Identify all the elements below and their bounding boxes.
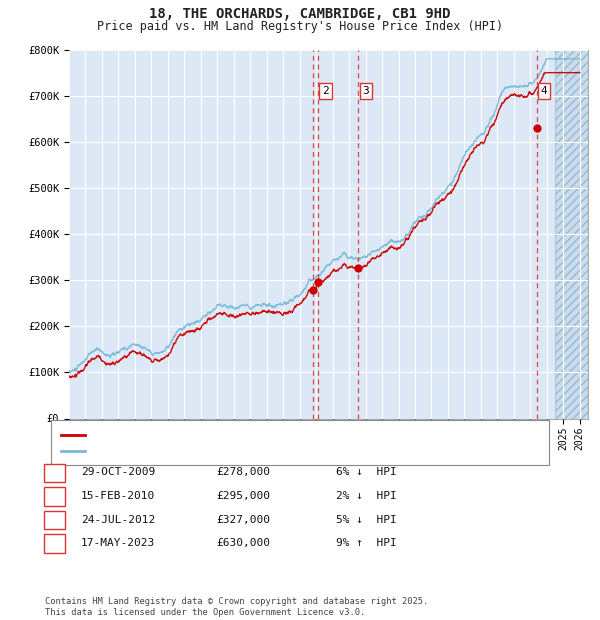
- Text: 24-JUL-2012: 24-JUL-2012: [81, 515, 155, 525]
- Text: Price paid vs. HM Land Registry's House Price Index (HPI): Price paid vs. HM Land Registry's House …: [97, 20, 503, 33]
- Text: 3: 3: [51, 515, 58, 525]
- Text: 17-MAY-2023: 17-MAY-2023: [81, 538, 155, 548]
- Text: £278,000: £278,000: [216, 467, 270, 477]
- Text: 2: 2: [51, 491, 58, 501]
- Text: 29-OCT-2009: 29-OCT-2009: [81, 467, 155, 477]
- Text: HPI: Average price, semi-detached house, Cambridge: HPI: Average price, semi-detached house,…: [90, 446, 390, 456]
- Text: 5% ↓  HPI: 5% ↓ HPI: [336, 515, 397, 525]
- Text: 1: 1: [51, 467, 58, 477]
- Text: 18, THE ORCHARDS, CAMBRIDGE, CB1 9HD (semi-detached house): 18, THE ORCHARDS, CAMBRIDGE, CB1 9HD (se…: [90, 430, 438, 440]
- Text: 18, THE ORCHARDS, CAMBRIDGE, CB1 9HD: 18, THE ORCHARDS, CAMBRIDGE, CB1 9HD: [149, 7, 451, 22]
- Text: 4: 4: [541, 86, 547, 96]
- Text: 15-FEB-2010: 15-FEB-2010: [81, 491, 155, 501]
- Text: £630,000: £630,000: [216, 538, 270, 548]
- Text: 9% ↑  HPI: 9% ↑ HPI: [336, 538, 397, 548]
- Text: 2: 2: [322, 86, 329, 96]
- Bar: [555, 50, 588, 419]
- Text: 3: 3: [362, 86, 369, 96]
- Text: £295,000: £295,000: [216, 491, 270, 501]
- Text: £327,000: £327,000: [216, 515, 270, 525]
- Text: Contains HM Land Registry data © Crown copyright and database right 2025.
This d: Contains HM Land Registry data © Crown c…: [45, 598, 428, 617]
- Text: 6% ↓  HPI: 6% ↓ HPI: [336, 467, 397, 477]
- Text: 2% ↓  HPI: 2% ↓ HPI: [336, 491, 397, 501]
- Text: 4: 4: [51, 538, 58, 548]
- Bar: [555, 50, 588, 419]
